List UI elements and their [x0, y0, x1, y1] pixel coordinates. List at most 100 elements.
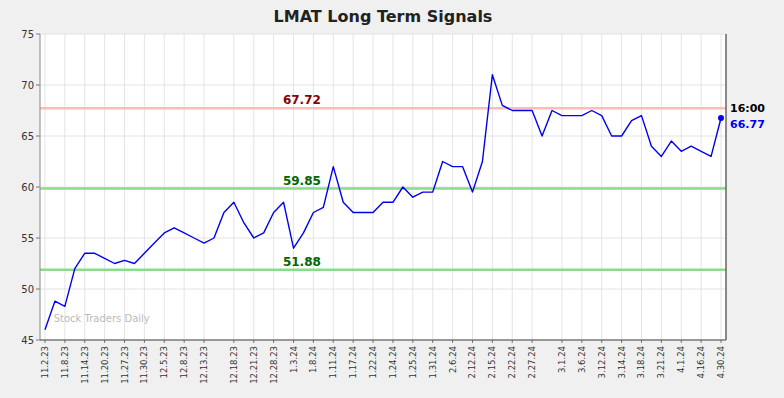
- tick: [36, 238, 40, 239]
- grid-line: [333, 34, 334, 340]
- tick: [36, 187, 40, 188]
- grid-line: [84, 34, 85, 340]
- tick-label: 2.22.24: [507, 346, 517, 378]
- tick-label: 3.6.24: [577, 346, 587, 373]
- tick-label: 1.8.24: [308, 346, 318, 373]
- tick-label: 2.6.24: [448, 346, 458, 373]
- tick-label: 1.31.24: [428, 346, 438, 378]
- tick-label: 75: [21, 29, 34, 40]
- title: LMAT Long Term Signals: [274, 7, 493, 26]
- tick-label: 3.1.24: [557, 346, 567, 373]
- tick-label: 12.8.23: [179, 346, 189, 378]
- tick: [36, 34, 40, 35]
- tick-label: 2.12.24: [467, 346, 477, 378]
- last-point: [718, 115, 724, 121]
- watermark: Stock Traders Daily: [54, 313, 150, 324]
- tick-label: 12.13.23: [199, 346, 209, 384]
- reference-label: 59.85: [283, 174, 321, 188]
- tick-label: 55: [21, 233, 34, 244]
- grid-line: [104, 34, 105, 340]
- tick-label: 11.14.23: [80, 346, 90, 384]
- grid-line: [40, 85, 726, 86]
- reference-line: [40, 107, 726, 110]
- grid-line: [124, 34, 125, 340]
- grid-line: [412, 34, 413, 340]
- grid-line: [44, 34, 45, 340]
- grid-line: [164, 34, 165, 340]
- tick-label: 12.5.23: [159, 346, 169, 378]
- tick-label: 4.30.24: [716, 346, 726, 378]
- grid-line: [40, 340, 726, 341]
- tick: [36, 85, 40, 86]
- tick-label: 1.25.24: [408, 346, 418, 378]
- tick: [36, 340, 40, 341]
- grid-line: [721, 34, 722, 340]
- tick-label: 45: [21, 335, 34, 346]
- tick-label: 1.11.24: [328, 346, 338, 378]
- tick-label: 4.16.24: [696, 346, 706, 378]
- grid-line: [581, 34, 582, 340]
- right-border: [725, 34, 727, 340]
- tick-label: 2.27.24: [527, 346, 537, 378]
- grid-line: [40, 289, 726, 290]
- tick-label: 11.20.23: [100, 346, 110, 384]
- tick: [36, 289, 40, 290]
- tick-label: 12.21.23: [249, 346, 259, 384]
- grid-line: [40, 238, 726, 239]
- tick-label: 3.18.24: [636, 346, 646, 378]
- grid-line: [601, 34, 602, 340]
- grid-line: [353, 34, 354, 340]
- y-axis: [40, 34, 41, 340]
- last-price: 66.77: [730, 118, 765, 131]
- grid-line: [512, 34, 513, 340]
- tick-label: 3.21.24: [656, 346, 666, 378]
- grid-line: [661, 34, 662, 340]
- grid-line: [204, 34, 205, 340]
- tick-label: 60: [21, 182, 34, 193]
- tick-label: 12.28.23: [269, 346, 279, 384]
- x-axis: [40, 340, 726, 341]
- grid-line: [233, 34, 234, 340]
- tick-label: 65: [21, 131, 34, 142]
- tick-label: 1.17.24: [348, 346, 358, 378]
- tick-label: 1.24.24: [388, 346, 398, 378]
- grid-line: [40, 34, 726, 35]
- grid-line: [561, 34, 562, 340]
- tick-label: 11.2.23: [40, 346, 50, 378]
- tick-label: 3.14.24: [617, 346, 627, 378]
- tick: [36, 136, 40, 137]
- last-time: 16:00: [730, 102, 765, 115]
- tick-label: 11.27.23: [120, 346, 130, 384]
- grid-line: [701, 34, 702, 340]
- chart: LMAT Long Term Signals4550556065707511.2…: [0, 0, 784, 398]
- grid-line: [40, 136, 726, 137]
- tick-label: 50: [21, 284, 34, 295]
- tick-label: 4.1.24: [676, 346, 686, 373]
- grid-line: [144, 34, 145, 340]
- reference-line: [40, 187, 726, 190]
- grid-line: [392, 34, 393, 340]
- tick-label: 1.3.24: [289, 346, 299, 373]
- tick-label: 11.30.23: [139, 346, 149, 384]
- reference-line: [40, 269, 726, 272]
- grid-line: [273, 34, 274, 340]
- price-line: [45, 75, 721, 330]
- tick-label: 2.15.24: [487, 346, 497, 378]
- grid-line: [253, 34, 254, 340]
- tick-label: 11.8.23: [60, 346, 70, 378]
- tick-label: 3.12.24: [597, 346, 607, 378]
- grid-line: [373, 34, 374, 340]
- tick-label: 1.22.24: [368, 346, 378, 378]
- grid-line: [64, 34, 65, 340]
- plot-marks: [40, 75, 726, 330]
- grid-line: [641, 34, 642, 340]
- reference-label: 51.88: [283, 255, 321, 269]
- plot-area: [40, 34, 726, 340]
- grid-line: [621, 34, 622, 340]
- tick-label: 12.18.23: [229, 346, 239, 384]
- background: [0, 0, 784, 398]
- grid-line: [184, 34, 185, 340]
- grid-line: [681, 34, 682, 340]
- grid-line: [532, 34, 533, 340]
- grid-line: [452, 34, 453, 340]
